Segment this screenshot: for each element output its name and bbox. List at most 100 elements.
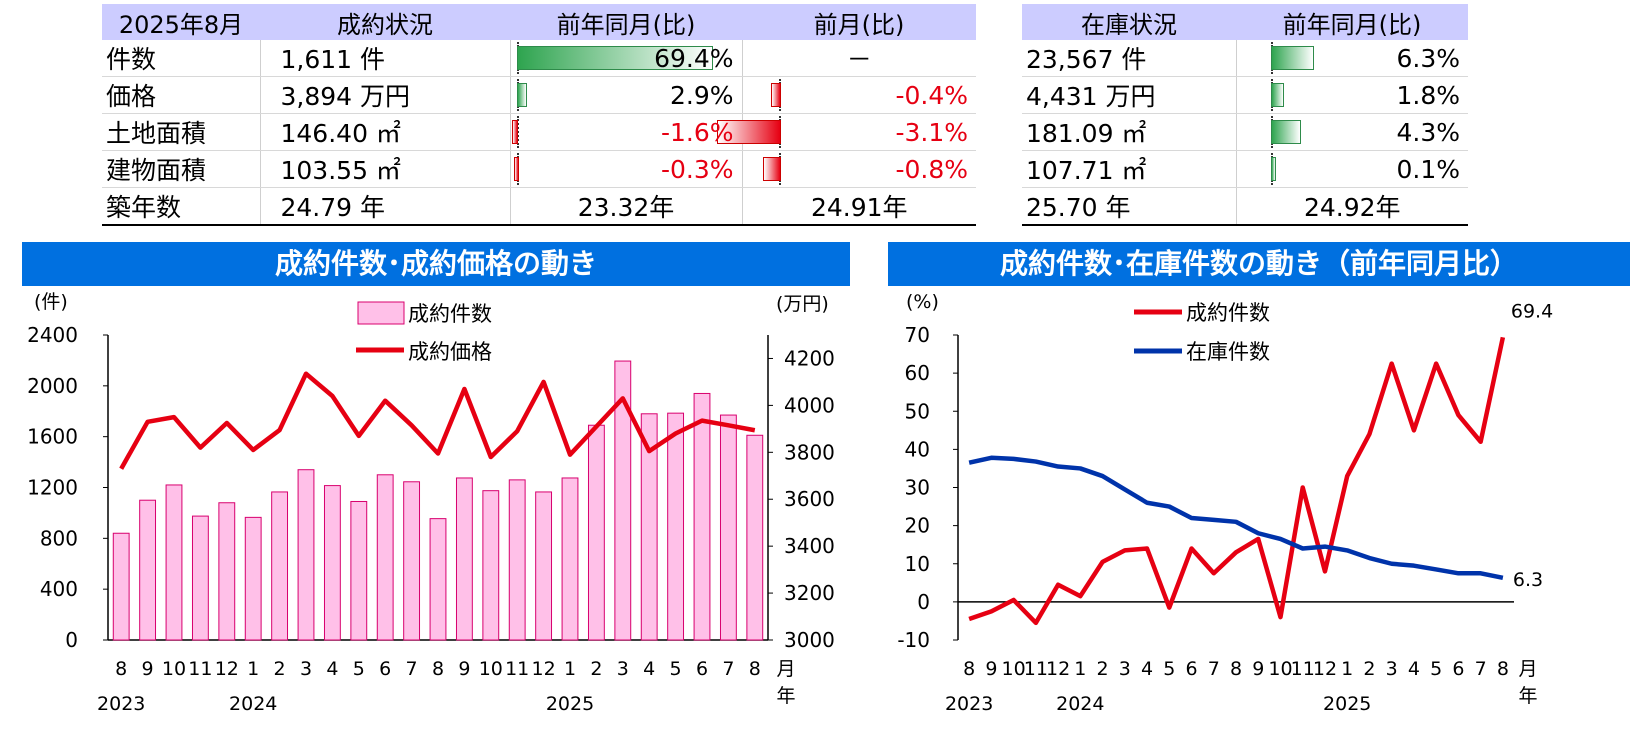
y2-tick-label: 3800 [784, 440, 835, 464]
row-value: 103.55 ㎡ [260, 150, 511, 188]
x-tick-label: 7 [722, 658, 734, 680]
table-row: 23,567 件 6.3% [1022, 40, 1468, 77]
bar-sales-count [482, 490, 500, 641]
x-tick-label: 4 [1141, 658, 1153, 680]
x-year-label: 2023 [945, 693, 993, 715]
bar-value: 69.4% [654, 43, 734, 73]
bar-value: -0.8% [895, 154, 968, 184]
legend-inventory-label: 在庫件数 [1186, 340, 1270, 364]
bar-sales-count [139, 499, 157, 641]
y-tick-label: 1200 [27, 476, 78, 500]
legend-sales-label: 成約件数 [1186, 301, 1270, 325]
bar-sales-count [746, 434, 764, 641]
row-value: 181.09 ㎡ [1022, 113, 1237, 151]
bar-sales-count [587, 424, 605, 641]
y-tick-label: 40 [905, 437, 930, 461]
legend-bar-label: 成約件数 [408, 302, 492, 326]
row-yoy: 24.92年 [1236, 187, 1468, 226]
x-tick-label: 3 [1119, 658, 1131, 680]
table-row: 4,431 万円 1.8% [1022, 76, 1468, 114]
y-tick-label: 20 [905, 514, 930, 538]
row-label: 件数 [102, 40, 261, 77]
bar-sales-count [218, 502, 236, 641]
row-label: 価格 [102, 76, 261, 114]
header-yoy: 前年同月(比) [510, 4, 742, 40]
x-tick-label: 1 [1074, 658, 1086, 680]
bar-value: -1.6% [660, 117, 734, 147]
bar-sales-count [535, 491, 553, 641]
x-tick-label: 12 [215, 658, 239, 680]
header-period: 2025年8月 [102, 4, 260, 40]
y2-tick-label: 3000 [784, 628, 835, 652]
inventory-table-header: 在庫状況 前年同月(比) [1022, 4, 1468, 40]
row-value: 25.70 年 [1022, 187, 1237, 226]
row-value: 24.79 年 [260, 187, 511, 226]
row-yoy: 0.1% [1236, 150, 1468, 188]
bar-value: -0.4% [895, 80, 968, 110]
row-yoy: 1.8% [1236, 76, 1468, 114]
end-label-sales: 69.4 [1511, 300, 1553, 322]
bar-sales-count [191, 515, 209, 641]
row-yoy: 23.32年 [510, 187, 743, 226]
x-tick-label: 6 [696, 658, 708, 680]
x-year-label: 2025 [1323, 693, 1371, 715]
x-tick-label: 9 [1252, 658, 1264, 680]
x-unit-month: 月 [1518, 658, 1537, 680]
bar-sales-count [614, 360, 632, 641]
y-tick-label: 70 [905, 323, 930, 347]
data-bar [1270, 83, 1285, 107]
y-tick-label: 60 [905, 361, 930, 385]
x-tick-label: 7 [406, 658, 418, 680]
bar-sales-count [455, 477, 473, 641]
row-label: 築年数 [102, 187, 261, 226]
line-sales-count-yoy [968, 336, 1506, 626]
bar-value: 2.9% [669, 80, 734, 110]
sales-table-header: 2025年8月 成約状況 前年同月(比) 前月(比) [102, 4, 976, 40]
x-tick-label: 3 [617, 658, 629, 680]
y2-tick-label: 4000 [784, 393, 835, 417]
header-inventory-status: 在庫状況 [1022, 4, 1236, 40]
row-yoy: 6.3% [1236, 40, 1468, 77]
data-bar [1270, 46, 1315, 70]
data-bar [1270, 120, 1302, 144]
x-tick-label: 10 [162, 658, 186, 680]
y-tick-label: 2400 [27, 323, 78, 347]
x-tick-label: 1 [1341, 658, 1353, 680]
x-tick-label: 8 [1230, 658, 1242, 680]
table-row: 築年数 24.79 年 23.32年 24.91年 [102, 187, 976, 226]
x-tick-label: 8 [963, 658, 975, 680]
x-tick-label: 3 [300, 658, 312, 680]
x-tick-label: 7 [1208, 658, 1220, 680]
x-tick-label: 2 [274, 658, 286, 680]
bar-sales-count [350, 500, 368, 641]
table-row: 25.70 年 24.92年 [1022, 187, 1468, 226]
x-unit-month: 月 [776, 658, 795, 680]
bar-sales-count [429, 518, 447, 641]
y-tick-label: 0 [65, 628, 78, 652]
header-inventory-yoy: 前年同月(比) [1236, 4, 1468, 40]
x-tick-label: 11 [1291, 658, 1315, 680]
bar-sales-count [244, 516, 262, 641]
x-tick-label: 5 [670, 658, 682, 680]
line-sales-price [119, 371, 756, 470]
x-tick-label: 6 [379, 658, 391, 680]
sales-count-price-chart: 0 400 800 1200 1600 2000 2400 3000 3200 3400 3600 3… [27, 291, 835, 715]
bar-value: -0.3% [660, 154, 734, 184]
row-value: 146.40 ㎡ [260, 113, 511, 151]
x-tick-label: 8 [115, 658, 127, 680]
bar-value: 4.3% [1396, 117, 1460, 147]
sales-table-body: 件数 1,611 件 69.4% －価格 3,894 万円 2.9% -0.4% 土地面積 14… [102, 40, 976, 226]
left-chart-title: 成約件数･成約価格の動き [22, 242, 850, 286]
y2-tick-label: 3200 [784, 581, 835, 605]
end-label-inventory: 6.3 [1513, 569, 1543, 591]
y-tick-label: -10 [897, 628, 930, 652]
x-unit-year: 年 [1518, 685, 1537, 707]
data-bar [516, 46, 713, 70]
row-label: 土地面積 [102, 113, 261, 151]
x-tick-label: 9 [985, 658, 997, 680]
right-chart-title: 成約件数･在庫件数の動き（前年同月比） [888, 242, 1630, 286]
table-row: 107.71 ㎡ 0.1% [1022, 150, 1468, 188]
bar-value: 6.3% [1396, 43, 1460, 73]
x-tick-label: 11 [505, 658, 529, 680]
